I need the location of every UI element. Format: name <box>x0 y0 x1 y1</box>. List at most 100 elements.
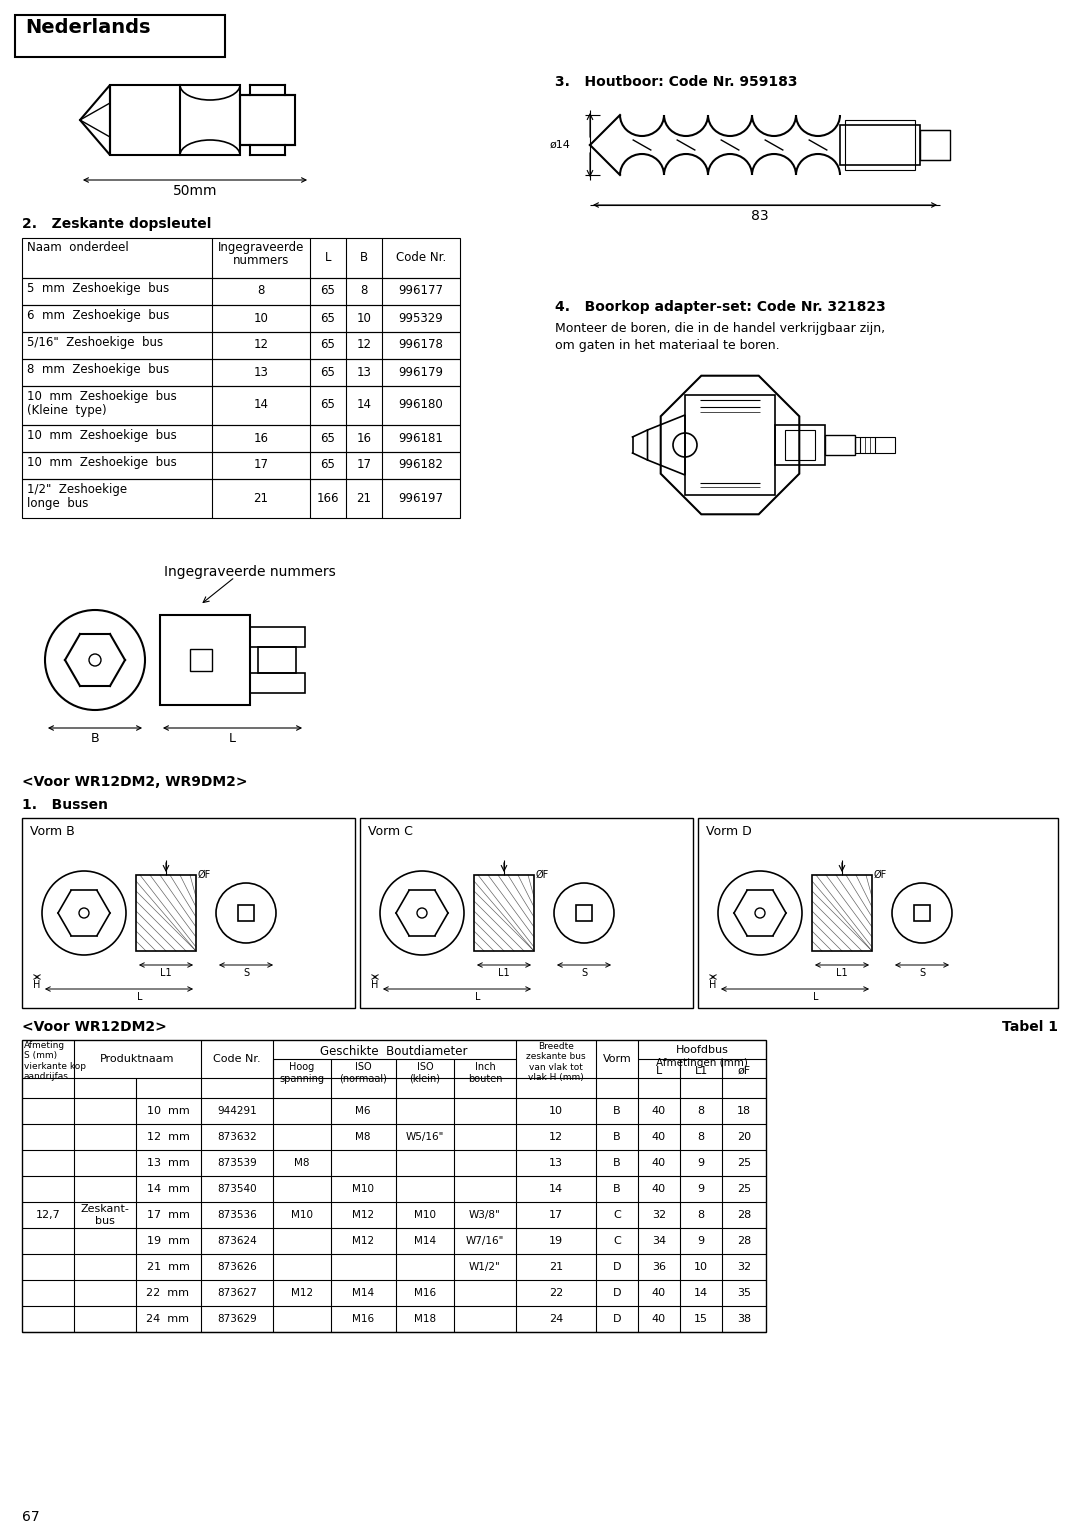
Text: 10  mm  Zeshoekige  bus: 10 mm Zeshoekige bus <box>27 430 177 442</box>
Text: 8: 8 <box>698 1209 704 1220</box>
Text: C: C <box>613 1235 621 1246</box>
Text: 12: 12 <box>356 338 372 352</box>
Text: M10: M10 <box>352 1183 374 1194</box>
Text: Afmetingen (mm): Afmetingen (mm) <box>656 1058 748 1067</box>
Text: 873627: 873627 <box>217 1287 257 1298</box>
Bar <box>22 359 460 385</box>
Text: ISO
(klein): ISO (klein) <box>409 1063 441 1084</box>
Text: 13: 13 <box>356 365 372 379</box>
Text: S: S <box>581 968 588 979</box>
Text: 10: 10 <box>549 1105 563 1116</box>
Bar <box>775 425 825 465</box>
Text: 8: 8 <box>698 1105 704 1116</box>
Text: 13  mm: 13 mm <box>147 1157 189 1168</box>
Text: 3.   Houtboor: Code Nr. 959183: 3. Houtboor: Code Nr. 959183 <box>555 75 797 89</box>
Text: Naam  onderdeel: Naam onderdeel <box>27 242 129 254</box>
Text: 40: 40 <box>652 1157 666 1168</box>
Text: 19  mm: 19 mm <box>147 1235 189 1246</box>
Text: om gaten in het materiaal te boren.: om gaten in het materiaal te boren. <box>555 339 780 352</box>
Text: 996178: 996178 <box>399 338 444 352</box>
Text: 1.   Bussen: 1. Bussen <box>22 798 108 812</box>
Bar <box>360 818 693 1008</box>
Text: L1: L1 <box>694 1066 707 1076</box>
Text: 67: 67 <box>22 1511 40 1524</box>
Bar <box>110 86 240 154</box>
Text: 6  mm  Zeshoekige  bus: 6 mm Zeshoekige bus <box>27 309 170 323</box>
Text: B: B <box>360 251 368 265</box>
Text: Monteer de boren, die in de handel verkrijgbaar zijn,: Monteer de boren, die in de handel verkr… <box>555 323 886 335</box>
Text: 873540: 873540 <box>217 1183 257 1194</box>
Text: C: C <box>613 1209 621 1220</box>
Text: 873539: 873539 <box>217 1157 257 1168</box>
Text: 38: 38 <box>737 1313 751 1324</box>
Text: 996197: 996197 <box>399 491 444 505</box>
Text: 12  mm: 12 mm <box>147 1131 189 1142</box>
Bar <box>22 425 460 453</box>
Text: øF: øF <box>738 1066 751 1076</box>
Text: M12: M12 <box>352 1235 374 1246</box>
Text: 995329: 995329 <box>399 312 444 324</box>
Bar <box>685 394 775 495</box>
Text: 10  mm  Zeshoekige  bus: 10 mm Zeshoekige bus <box>27 390 177 404</box>
Text: 873626: 873626 <box>217 1261 257 1272</box>
Text: D: D <box>612 1261 621 1272</box>
Text: 14: 14 <box>549 1183 563 1194</box>
Text: Vorm B: Vorm B <box>30 826 75 838</box>
Text: W1/2": W1/2" <box>469 1261 501 1272</box>
Text: L: L <box>229 732 237 745</box>
Text: 32: 32 <box>652 1209 666 1220</box>
Bar <box>855 437 895 453</box>
Text: M8: M8 <box>355 1131 370 1142</box>
Text: Zeskant-
bus: Zeskant- bus <box>81 1205 130 1226</box>
Text: 10: 10 <box>694 1261 708 1272</box>
Text: Geschikte  Boutdiameter: Geschikte Boutdiameter <box>321 1044 468 1058</box>
Text: L1: L1 <box>836 968 848 979</box>
Text: 28: 28 <box>737 1209 751 1220</box>
Text: 2.   Zeskante dopsleutel: 2. Zeskante dopsleutel <box>22 217 212 231</box>
Text: 14: 14 <box>254 399 269 411</box>
Text: 65: 65 <box>321 365 336 379</box>
Text: 65: 65 <box>321 431 336 445</box>
Text: 13: 13 <box>549 1157 563 1168</box>
Text: Code Nr.: Code Nr. <box>396 251 446 265</box>
Text: W3/8": W3/8" <box>469 1209 501 1220</box>
Text: M10: M10 <box>291 1209 313 1220</box>
Text: Nederlands: Nederlands <box>25 18 150 37</box>
Text: ØF: ØF <box>874 870 888 881</box>
Text: S: S <box>919 968 926 979</box>
Bar <box>258 647 296 673</box>
Text: 65: 65 <box>321 312 336 324</box>
Text: 40: 40 <box>652 1105 666 1116</box>
Text: 24  mm: 24 mm <box>147 1313 189 1324</box>
Text: 13: 13 <box>254 365 269 379</box>
Text: S: S <box>243 968 249 979</box>
Text: 5  mm  Zeshoekige  bus: 5 mm Zeshoekige bus <box>27 281 170 295</box>
Text: 4.   Boorkop adapter-set: Code Nr. 321823: 4. Boorkop adapter-set: Code Nr. 321823 <box>555 300 886 313</box>
Text: W7/16": W7/16" <box>465 1235 504 1246</box>
Text: B: B <box>613 1157 621 1168</box>
Text: L1: L1 <box>498 968 510 979</box>
Text: ø14: ø14 <box>550 141 571 150</box>
Text: 17: 17 <box>254 459 269 471</box>
Bar <box>238 905 254 920</box>
Text: 9: 9 <box>698 1235 704 1246</box>
Text: 18: 18 <box>737 1105 751 1116</box>
Text: M12: M12 <box>291 1287 313 1298</box>
Text: Tabel 1: Tabel 1 <box>1002 1020 1058 1034</box>
Text: 28: 28 <box>737 1235 751 1246</box>
Text: 996179: 996179 <box>399 365 444 379</box>
Bar <box>22 278 460 304</box>
Text: 14: 14 <box>694 1287 708 1298</box>
Text: B: B <box>613 1183 621 1194</box>
Text: 8  mm  Zeshoekige  bus: 8 mm Zeshoekige bus <box>27 362 170 376</box>
Text: 40: 40 <box>652 1131 666 1142</box>
Text: 15: 15 <box>694 1313 708 1324</box>
Text: nummers: nummers <box>233 254 289 268</box>
Text: Breedte
zeskante bus
van vlak tot
vlak H (mm): Breedte zeskante bus van vlak tot vlak H… <box>526 1041 585 1083</box>
Bar <box>22 1040 766 1332</box>
Text: M12: M12 <box>352 1209 374 1220</box>
Bar <box>22 239 460 278</box>
Text: 873629: 873629 <box>217 1313 257 1324</box>
Text: Produktnaam: Produktnaam <box>99 1053 174 1064</box>
Text: H: H <box>33 980 41 989</box>
